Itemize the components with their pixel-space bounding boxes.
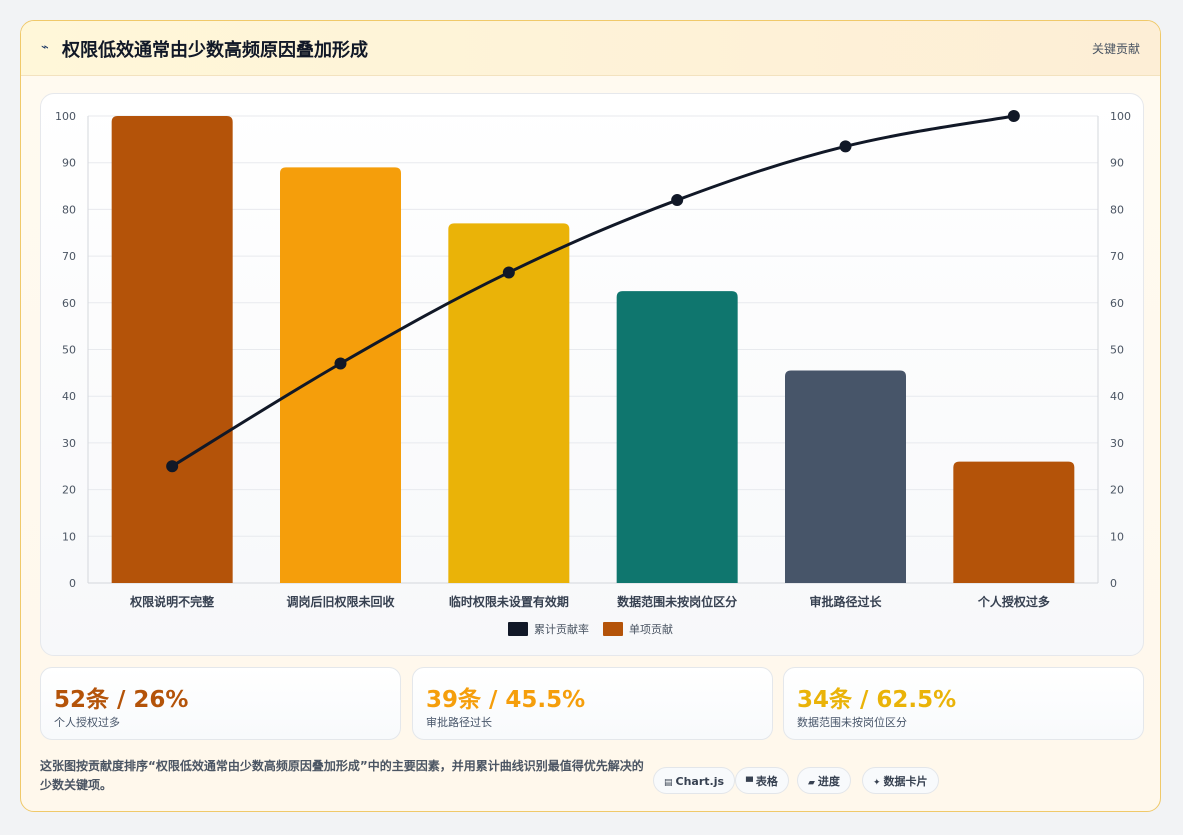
stat-value: 39条 / 45.5%	[426, 687, 586, 713]
y2-tick-label: 20	[1110, 484, 1124, 497]
cumulative-point	[671, 194, 684, 207]
table-icon: ▀	[746, 778, 753, 788]
legend-label-single: 单项贡献	[629, 622, 673, 636]
y-tick-label: 70	[62, 250, 76, 263]
y2-tick-label: 70	[1110, 250, 1124, 263]
cumulative-point	[839, 140, 852, 153]
y-tick-label: 100	[55, 110, 76, 123]
header-tag: 关键贡献	[1091, 42, 1140, 56]
cumulative-line	[171, 114, 1015, 468]
stat-label: 审批路径过长	[426, 716, 492, 729]
y-tick-label: 20	[62, 484, 76, 497]
cumulative-point	[1007, 110, 1020, 122]
chart-description: 这张图按贡献度排序“权限低效通常由少数高频原因叠加形成”中的主要因素，并用累计曲…	[40, 759, 644, 792]
tag-label: 进度	[817, 775, 840, 788]
stat-card-2: 39条 / 45.5% 审批路径过长	[412, 667, 773, 740]
bar	[953, 461, 1075, 583]
bar	[616, 291, 738, 583]
tag-label: 数据卡片	[883, 775, 928, 788]
tag-table[interactable]: ▀ 表格	[735, 767, 789, 794]
y-tick-label: 90	[62, 157, 76, 170]
progress-icon: ▰	[808, 778, 815, 788]
tag-data-card[interactable]: ✦ 数据卡片	[862, 767, 939, 794]
page-title: 权限低效通常由少数高频原因叠加形成	[62, 40, 368, 61]
stat-value: 34条 / 62.5%	[797, 687, 957, 713]
legend-swatch-cumulative	[508, 622, 528, 636]
bar	[280, 167, 401, 583]
stat-card-1: 52条 / 26% 个人授权过多	[40, 667, 401, 740]
y2-tick-label: 100	[1110, 110, 1131, 123]
legend-label-cumulative: 累计贡献率	[534, 622, 589, 636]
cumulative-point	[334, 357, 347, 370]
y2-tick-label: 80	[1110, 203, 1124, 216]
card-header: ⌁ 权限低效通常由少数高频原因叠加形成 关键贡献	[21, 21, 1160, 76]
stat-value: 52条 / 26%	[54, 687, 189, 713]
y-tick-label: 30	[62, 437, 76, 450]
trend-icon: ⌁	[41, 40, 49, 55]
y2-tick-label: 10	[1110, 530, 1124, 543]
dashboard-card: ⌁ 权限低效通常由少数高频原因叠加形成 关键贡献 0 10 20 30 40 50 60 70…	[20, 20, 1161, 812]
tag-progress[interactable]: ▰ 进度	[797, 767, 851, 794]
y-tick-label: 60	[62, 297, 76, 310]
bar	[448, 223, 570, 583]
tag-label: 表格	[755, 775, 778, 788]
y-tick-label: 10	[62, 530, 76, 543]
x-tick-label: 数据范围未按岗位区分	[617, 594, 737, 609]
y-tick-label: 40	[62, 390, 76, 403]
stat-label: 数据范围未按岗位区分	[797, 716, 907, 729]
y2-tick-label: 40	[1110, 390, 1124, 403]
y2-tick-label: 60	[1110, 297, 1124, 310]
stat-card-3: 34条 / 62.5% 数据范围未按岗位区分	[783, 667, 1144, 740]
chart-panel: 0 10 20 30 40 50 60 70 80 90 100 0 10 20 30 40 50 60 70 80 9…	[40, 93, 1144, 656]
tag-chartjs[interactable]: ▤ Chart.js	[653, 767, 736, 794]
legend-swatch-single	[603, 622, 623, 636]
x-tick-label: 审批路径过长	[809, 594, 882, 609]
y2-tick-label: 50	[1110, 344, 1124, 357]
y-tick-label: 80	[62, 203, 76, 216]
pareto-chart: 0 10 20 30 40 50 60 70 80 90 100 0 10 20 30 40 50 60 70 80 9…	[55, 110, 1131, 636]
y2-tick-label: 0	[1110, 577, 1117, 590]
y-tick-label: 0	[69, 577, 76, 590]
x-tick-label: 个人授权过多	[977, 594, 1050, 609]
cumulative-point	[502, 266, 515, 279]
y-tick-label: 50	[62, 344, 76, 357]
sparkle-icon: ✦	[873, 778, 881, 788]
x-tick-label: 调岗后旧权限未回收	[286, 594, 394, 609]
stat-label: 个人授权过多	[54, 716, 120, 729]
x-tick-label: 临时权限未设置有效期	[449, 594, 569, 609]
y2-tick-label: 90	[1110, 157, 1124, 170]
cumulative-point	[166, 460, 179, 473]
y2-tick-label: 30	[1110, 437, 1124, 450]
tag-label: Chart.js	[675, 775, 725, 788]
bar	[785, 370, 906, 583]
chart-icon: ▤	[664, 778, 673, 788]
x-tick-label: 权限说明不完整	[129, 594, 214, 609]
bar	[111, 116, 233, 583]
